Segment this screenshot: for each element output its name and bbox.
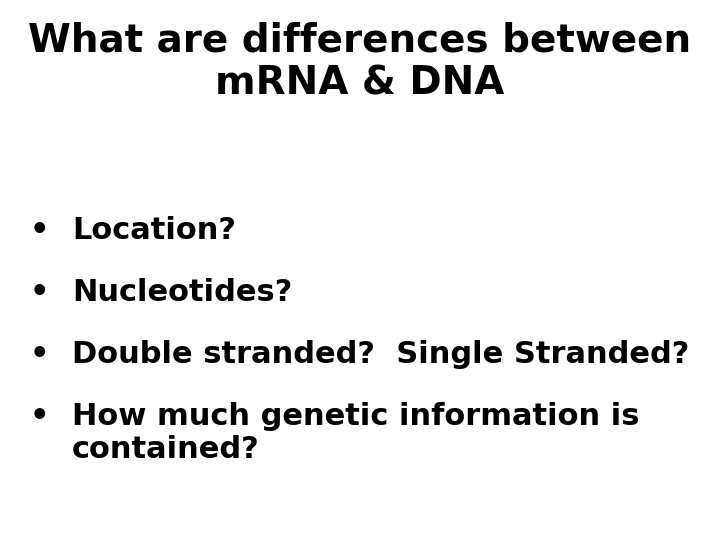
Text: How much genetic information is
contained?: How much genetic information is containe… (72, 402, 639, 464)
Text: Double stranded?  Single Stranded?: Double stranded? Single Stranded? (72, 340, 689, 369)
Text: •: • (30, 278, 50, 307)
Text: •: • (30, 216, 50, 245)
Text: What are differences between
mRNA & DNA: What are differences between mRNA & DNA (28, 22, 692, 102)
Text: •: • (30, 340, 50, 369)
Text: Nucleotides?: Nucleotides? (72, 278, 292, 307)
Text: •: • (30, 402, 50, 431)
Text: Location?: Location? (72, 216, 236, 245)
